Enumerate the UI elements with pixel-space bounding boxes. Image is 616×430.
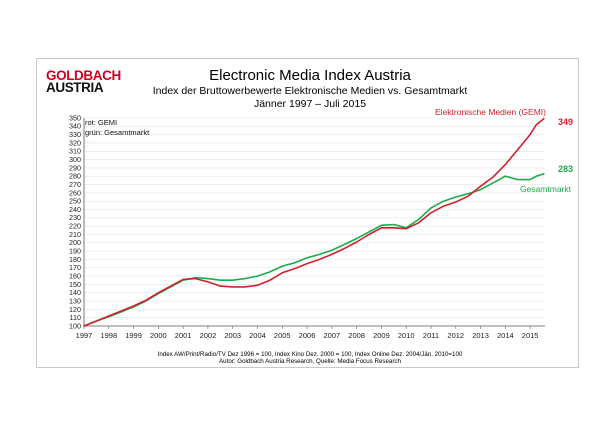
y-tick-label: 200 <box>69 238 81 247</box>
chart-title: Electronic Media Index Austria <box>209 67 411 84</box>
y-tick-label: 290 <box>69 163 81 172</box>
series-label-gemi: Elektronische Medien (GEMI) <box>435 107 546 117</box>
x-tick-label: 2003 <box>224 331 241 340</box>
series-line-gesamtmarkt <box>83 172 545 327</box>
y-tick-label: 170 <box>69 263 81 272</box>
x-tick-label: 2007 <box>324 331 341 340</box>
x-tick-label: 2000 <box>150 331 167 340</box>
y-tick-label: 280 <box>69 172 81 181</box>
legend-gemi: rot: GEMI <box>85 118 117 127</box>
y-tick-label: 120 <box>69 305 81 314</box>
x-tick-label: 2013 <box>472 331 489 340</box>
chart-subtitle: Index der Bruttowerbewerte Elektronische… <box>152 85 468 97</box>
series-lines <box>83 118 545 327</box>
x-tick-label: 1997 <box>76 331 93 340</box>
logo-line1: GOLDBACH <box>46 68 121 83</box>
y-tick-label: 320 <box>69 138 81 147</box>
y-tick-label: 210 <box>69 230 81 239</box>
x-tick-label: 2005 <box>274 331 291 340</box>
y-tick-label: 330 <box>69 130 81 139</box>
end-value-gesamtmarkt: 283 <box>558 164 573 174</box>
x-tick-label: 1998 <box>100 331 117 340</box>
x-tick-label: 2002 <box>200 331 217 340</box>
y-tick-label: 140 <box>69 288 81 297</box>
footnote-source: Autor: Goldbach Austria Research, Quelle… <box>219 358 401 365</box>
y-tick-label: 240 <box>69 205 81 214</box>
footnote-index: Index AW/Print/Radio/TV Dez 1996 = 100, … <box>157 351 463 358</box>
x-tick-label: 2014 <box>497 331 514 340</box>
end-value-gemi: 349 <box>558 117 573 127</box>
x-tick-label: 2001 <box>175 331 192 340</box>
y-tick-label: 310 <box>69 147 81 156</box>
y-tick-label: 230 <box>69 213 81 222</box>
y-tick-label: 300 <box>69 155 81 164</box>
y-tick-label: 190 <box>69 247 81 256</box>
series-line-gemi <box>83 118 545 327</box>
series-label-gesamtmarkt: Gesamtmarkt <box>520 184 572 194</box>
x-tick-label: 2004 <box>249 331 266 340</box>
y-tick-label: 150 <box>69 280 81 289</box>
y-axis-ticks: 1001101201301401501601701801902002102202… <box>69 113 81 330</box>
y-tick-label: 100 <box>69 321 81 330</box>
legend-gesamtmarkt: grün: Gesamtmarkt <box>85 128 150 137</box>
y-tick-label: 180 <box>69 255 81 264</box>
x-tick-label: 2008 <box>348 331 365 340</box>
y-tick-label: 340 <box>69 122 81 131</box>
chart-daterange: Jänner 1997 – Juli 2015 <box>253 98 367 110</box>
x-tick-label: 2011 <box>423 331 439 340</box>
y-tick-label: 350 <box>69 113 81 122</box>
x-axis-ticks: 1997 1998 1999 2000 2001 2002 2003 2004 2005 2006… <box>76 326 539 340</box>
x-tick-label: 1999 <box>125 331 142 340</box>
y-tick-label: 130 <box>69 296 81 305</box>
x-tick-label: 2006 <box>299 331 316 340</box>
axes <box>83 118 545 327</box>
y-tick-label: 250 <box>69 197 81 206</box>
chart-frame <box>36 58 579 368</box>
goldbach-austria-logo: GOLDBACH AUSTRIA <box>46 68 121 95</box>
y-tick-label: 270 <box>69 180 81 189</box>
y-tick-label: 220 <box>69 222 81 231</box>
x-tick-label: 2012 <box>447 331 464 340</box>
logo-line2: AUSTRIA <box>46 80 104 95</box>
y-tick-label: 160 <box>69 271 81 280</box>
y-tick-label: 260 <box>69 188 81 197</box>
y-tick-label: 110 <box>70 313 81 322</box>
gridlines <box>84 117 545 327</box>
x-tick-label: 2015 <box>522 331 539 340</box>
x-tick-label: 2010 <box>398 331 415 340</box>
x-tick-label: 2009 <box>373 331 390 340</box>
